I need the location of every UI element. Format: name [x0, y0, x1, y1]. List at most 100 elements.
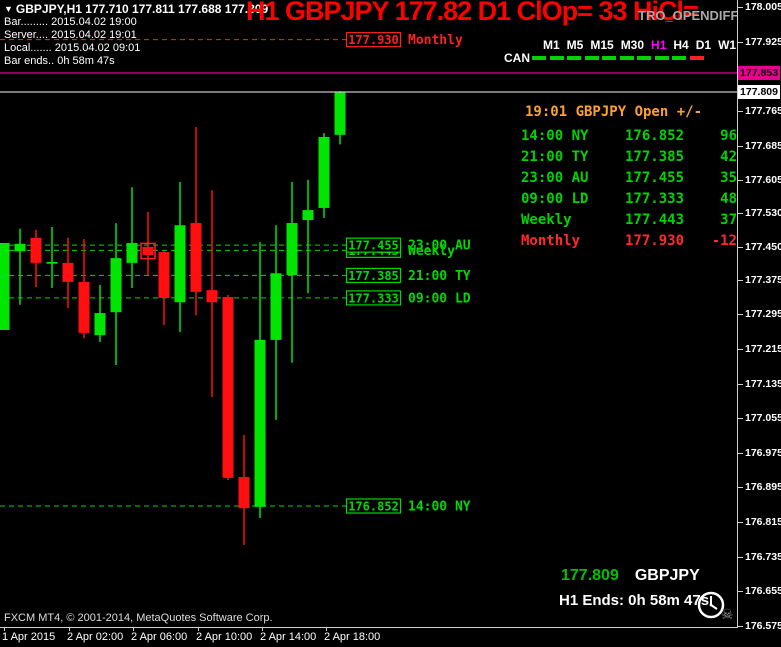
price-tick-label: 177.295: [745, 308, 781, 321]
symbol-dropdown-icon[interactable]: ▼: [4, 4, 13, 14]
price-tick-label: 177.765: [745, 105, 781, 118]
price-tick: [738, 180, 743, 182]
price-tick-label: 177.135: [745, 377, 781, 390]
local-time-line: Local....... 2015.04.02 09:01: [4, 42, 141, 54]
session-label: Weekly: [521, 211, 572, 228]
sessions-panel: 19:01 GBPJPY Open +/- 14:00 NY 176.852 96 2…: [513, 104, 737, 251]
price-tick-label: 177.450: [745, 241, 781, 254]
indicator-watermark: TRO_OPENDIFF: [638, 8, 738, 23]
session-label: 09:00 LD: [521, 190, 589, 207]
price-tick-label: 177.055: [745, 412, 781, 425]
timeframe-button-m1[interactable]: M1: [543, 38, 560, 52]
sessions-panel-header: 19:01 GBPJPY Open +/-: [525, 104, 703, 120]
candle-17: [254, 242, 266, 519]
candle-16: [238, 435, 250, 545]
candlestick-chart[interactable]: 177.930Monthly177.443Weekly177.45523:00 …: [0, 0, 737, 627]
price-tick-label: 177.685: [745, 139, 781, 152]
svg-text:Weekly: Weekly: [408, 244, 455, 259]
session-diff: 48: [720, 190, 737, 207]
session-price: 177.443: [625, 211, 685, 228]
price-tick: [738, 452, 743, 454]
candle-1: [0, 242, 10, 330]
timeframe-button-h4[interactable]: H4: [673, 38, 689, 52]
session-row-21-00-ty: 21:00 TY 177.385 42: [513, 146, 737, 167]
level-label-21-00-ty: 177.385 21:00 TY: [345, 267, 471, 284]
time-axis-label: 2 Apr 14:00: [260, 631, 317, 643]
timeframe-button-m15[interactable]: M15: [590, 38, 614, 52]
timeframe-button-m30[interactable]: M30: [620, 38, 645, 52]
timeframe-button-d1[interactable]: D1: [695, 38, 712, 52]
candle-20: [302, 179, 314, 294]
timeframe-selector: M1M5M15M30H1H4D1W1MN1: [543, 36, 737, 54]
price-tick: [738, 522, 743, 523]
current-price: 177.809: [561, 567, 619, 584]
time-axis-label: 2 Apr 02:00: [67, 631, 124, 643]
session-diff: 35: [720, 169, 737, 186]
price-tick-label: 177.605: [745, 174, 781, 187]
level-label-23-00-au: 177.455 23:00 AU: [345, 237, 471, 254]
price-tick: [738, 41, 743, 43]
can-segment-7: [637, 56, 651, 60]
session-diff: -12: [711, 232, 737, 249]
svg-text:Monthly: Monthly: [408, 33, 463, 48]
timeframe-button-h1[interactable]: H1: [651, 38, 667, 52]
timeframe-button-w1[interactable]: W1: [718, 38, 737, 52]
platform-copyright: FXCM MT4, © 2001-2014, MetaQuotes Softwa…: [4, 612, 273, 624]
session-price: 177.930: [625, 232, 685, 249]
candle-14: [206, 190, 218, 397]
candle-18: [270, 225, 282, 420]
price-tick: [738, 247, 743, 249]
session-diff: 37: [720, 211, 737, 228]
can-segment-5: [602, 56, 616, 60]
can-segment-4: [584, 56, 599, 60]
session-label: 21:00 TY: [521, 148, 589, 165]
can-segment-3: [567, 56, 581, 60]
candle-12: [174, 181, 186, 333]
price-tick: [738, 314, 743, 316]
level-label-09-00-ld: 177.333 09:00 LD: [345, 290, 471, 306]
time-tick: [262, 627, 263, 631]
time-axis[interactable]: 1 Apr 2015 2 Apr 02:00 2 Apr 06:00 2 Apr 10…: [0, 627, 738, 647]
price-tick: [738, 145, 743, 147]
chart-plot-area[interactable]: 177.930Monthly177.443Weekly177.45523:00 …: [0, 0, 738, 628]
candle-11: [158, 251, 170, 326]
price-tick: [738, 625, 743, 627]
session-label: Monthly: [521, 232, 581, 249]
can-label: CAN: [504, 51, 530, 65]
session-diff: 96: [720, 127, 737, 144]
bar-ends-line: Bar ends.. 0h 58m 47s: [4, 55, 115, 67]
time-axis-label: 2 Apr 06:00: [131, 631, 188, 643]
candle-21: [318, 133, 330, 218]
price-tick: [738, 212, 743, 214]
price-tick: [738, 348, 743, 350]
price-tick-label: 176.575: [745, 619, 781, 632]
session-row-09-00-ld: 09:00 LD 177.333 48: [513, 188, 737, 209]
candle-5: [62, 237, 74, 308]
can-segment-8: [654, 56, 669, 60]
price-tick-label: 177.215: [745, 342, 781, 355]
time-tick: [198, 627, 199, 631]
time-tick: [4, 627, 5, 631]
symbol-name: GBPJPY,H1: [15, 2, 82, 16]
timeframe-button-m5[interactable]: M5: [566, 38, 584, 52]
price-tick-label: 177.375: [745, 273, 781, 286]
session-price: 177.385: [625, 148, 685, 165]
time-tick: [69, 627, 70, 631]
price-tick: [738, 591, 743, 593]
candle-9: [126, 187, 138, 288]
candle-3: [30, 229, 42, 288]
price-tick-label: 176.735: [745, 550, 781, 563]
can-segment-10: [689, 56, 704, 60]
price-axis[interactable]: 178.005 177.925 177.765 177.685 177.605 177.5…: [738, 0, 781, 647]
svg-text:177.455: 177.455: [348, 239, 399, 253]
svg-text:09:00 LD: 09:00 LD: [408, 291, 471, 306]
time-axis-label: 1 Apr 2015: [2, 631, 56, 643]
bar-countdown: H1 Ends: 0h 58m 47s: [559, 592, 710, 609]
candle-8: [110, 223, 122, 365]
status-row: 177.809 GBPJPY: [561, 567, 700, 585]
price-tick: [738, 487, 743, 489]
svg-text:177.333: 177.333: [348, 291, 399, 305]
session-label: 14:00 NY: [521, 127, 589, 144]
level-label-monthly: 177.930 Monthly: [345, 32, 463, 48]
